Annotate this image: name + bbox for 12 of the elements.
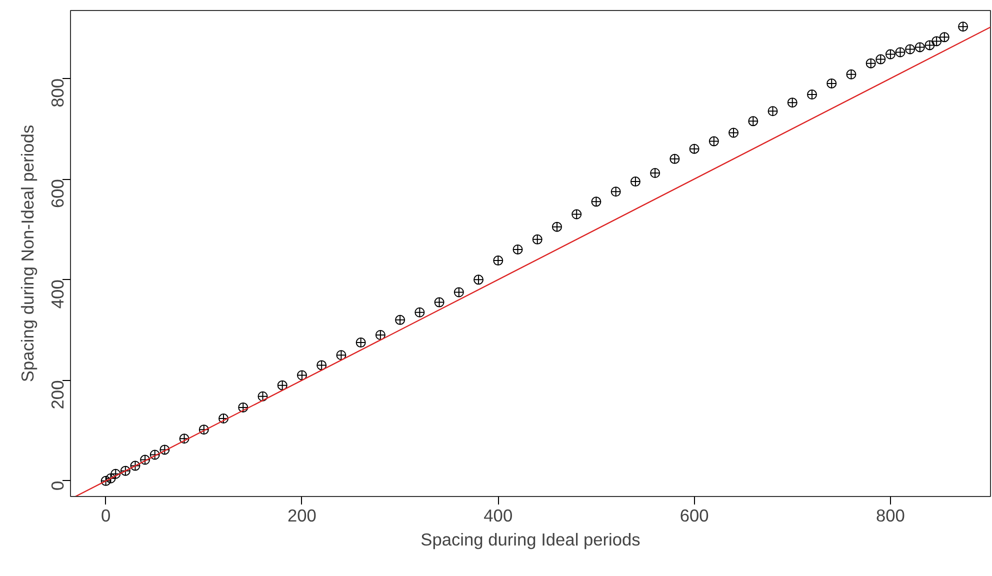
- y-axis-title: Spacing during Non-Ideal periods: [18, 124, 38, 382]
- x-tick-label: 800: [876, 506, 905, 526]
- y-tick-label: 200: [48, 380, 68, 410]
- y-tick-label: 800: [48, 78, 68, 108]
- x-tick-label: 200: [288, 506, 316, 526]
- x-tick-label: 400: [484, 506, 513, 526]
- x-tick-label: 0: [100, 506, 111, 526]
- y-tick-label: 400: [48, 280, 68, 309]
- x-axis-title: Spacing during Ideal periods: [420, 530, 641, 550]
- x-tick-label: 600: [680, 506, 709, 526]
- y-tick-label: 0: [48, 480, 68, 491]
- y-tick-label: 600: [48, 179, 68, 208]
